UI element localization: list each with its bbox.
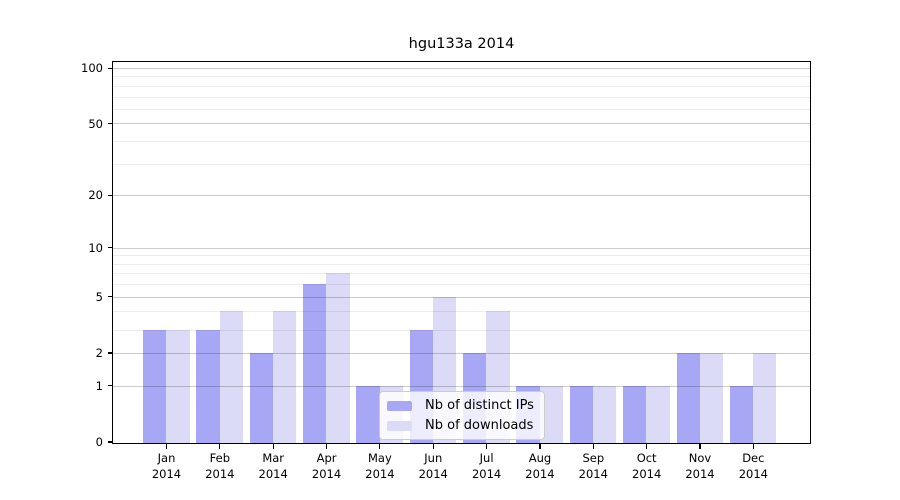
y-tick-label-2: 2 [95,346,103,360]
plot-area [112,61,811,444]
x-tick-nov [699,444,701,449]
y-tick-100 [107,67,112,69]
y-tick-20 [107,194,112,196]
x-tick-label-jun: Jun 2014 [418,451,448,481]
gridline-100 [113,67,810,69]
gridline-8 [113,263,810,265]
bar-nb-of-downloads-mar [273,311,297,443]
bar-nb-of-distinct-ips-sep [569,385,594,443]
x-tick-apr [325,444,328,449]
y-tick-label-0: 0 [95,435,103,449]
x-tick-mar [272,444,274,449]
gridline-60 [113,108,810,110]
legend-label-distinct-ips: Nb of distinct IPs [425,398,534,413]
y-tick-1 [107,385,112,387]
x-tick-label-mar: Mar 2014 [258,451,288,481]
gridline-3 [113,329,810,331]
legend-label-downloads: Nb of downloads [425,418,534,433]
x-tick-label-jan: Jan 2014 [151,451,182,481]
x-tick-label-feb: Feb 2014 [205,451,235,481]
bar-nb-of-downloads-sep [593,385,617,443]
y-tick-label-1: 1 [95,378,103,393]
bar-nb-of-distinct-ips-apr [303,284,327,443]
bar-nb-of-distinct-ips-oct [623,385,647,443]
x-tick-jun [432,444,434,449]
x-tick-sep [592,444,594,449]
legend-swatch-downloads [387,420,412,431]
x-tick-jan [165,444,168,449]
bar-nb-of-downloads-apr [326,273,350,443]
gridline-9 [113,255,810,257]
bar-nb-of-distinct-ips-nov [676,352,700,443]
gridline-5 [113,296,810,298]
x-tick-oct [646,444,648,449]
x-tick-label-oct: Oct 2014 [632,451,662,481]
gridline-6 [113,284,810,286]
y-tick-label-5: 5 [95,289,103,304]
gridline-20 [113,195,810,197]
bar-nb-of-downloads-aug [539,385,564,443]
gridline-90 [113,76,810,78]
legend-item-downloads: Nb of downloads [387,418,534,433]
x-tick-label-jul: Jul 2014 [471,451,502,481]
x-tick-label-aug: Aug 2014 [525,451,555,481]
x-tick-aug [539,444,541,449]
gridline-70 [113,96,810,98]
x-tick-label-apr: Apr 2014 [311,451,342,481]
gridline-40 [113,141,810,142]
x-tick-jul [486,444,488,449]
x-tick-label-dec: Dec 2014 [738,451,768,481]
gridline-30 [113,163,810,165]
bar-nb-of-downloads-dec [753,352,777,443]
gridline-10 [113,247,810,249]
x-tick-label-sep: Sep 2014 [578,451,608,481]
gridline-2 [113,352,810,354]
y-tick-0 [107,441,112,443]
bar-nb-of-distinct-ips-dec [729,385,754,443]
bar-nb-of-downloads-nov [699,352,724,443]
x-tick-label-may: May 2014 [365,451,395,481]
y-tick-50 [107,122,112,125]
y-tick-5 [107,296,112,298]
legend: Nb of distinct IPs Nb of downloads [379,391,545,440]
gridline-4 [113,311,810,313]
bar-nb-of-distinct-ips-mar [249,352,273,443]
y-tick-10 [107,247,112,249]
legend-item-distinct-ips: Nb of distinct IPs [387,398,534,413]
y-tick-2 [107,352,112,354]
y-tick-label-10: 10 [88,240,103,255]
y-tick-label-50: 50 [88,116,103,131]
y-tick-label-100: 100 [81,61,103,76]
x-tick-label-nov: Nov 2014 [685,451,715,481]
gridline-7 [113,273,810,275]
gridline-50 [113,123,810,125]
grid-layer [113,62,810,443]
x-tick-feb [219,444,221,449]
x-tick-may [379,444,381,449]
x-tick-dec [752,444,754,449]
gridline-1 [113,385,810,387]
bar-nb-of-downloads-oct [646,385,670,443]
legend-swatch-distinct-ips [387,400,412,411]
gridline-80 [113,85,810,87]
chart-title: hgu133a 2014 [408,36,515,52]
bar-nb-of-downloads-feb [219,311,243,443]
y-tick-label-20: 20 [88,188,103,203]
bar-nb-of-distinct-ips-may [356,385,380,443]
